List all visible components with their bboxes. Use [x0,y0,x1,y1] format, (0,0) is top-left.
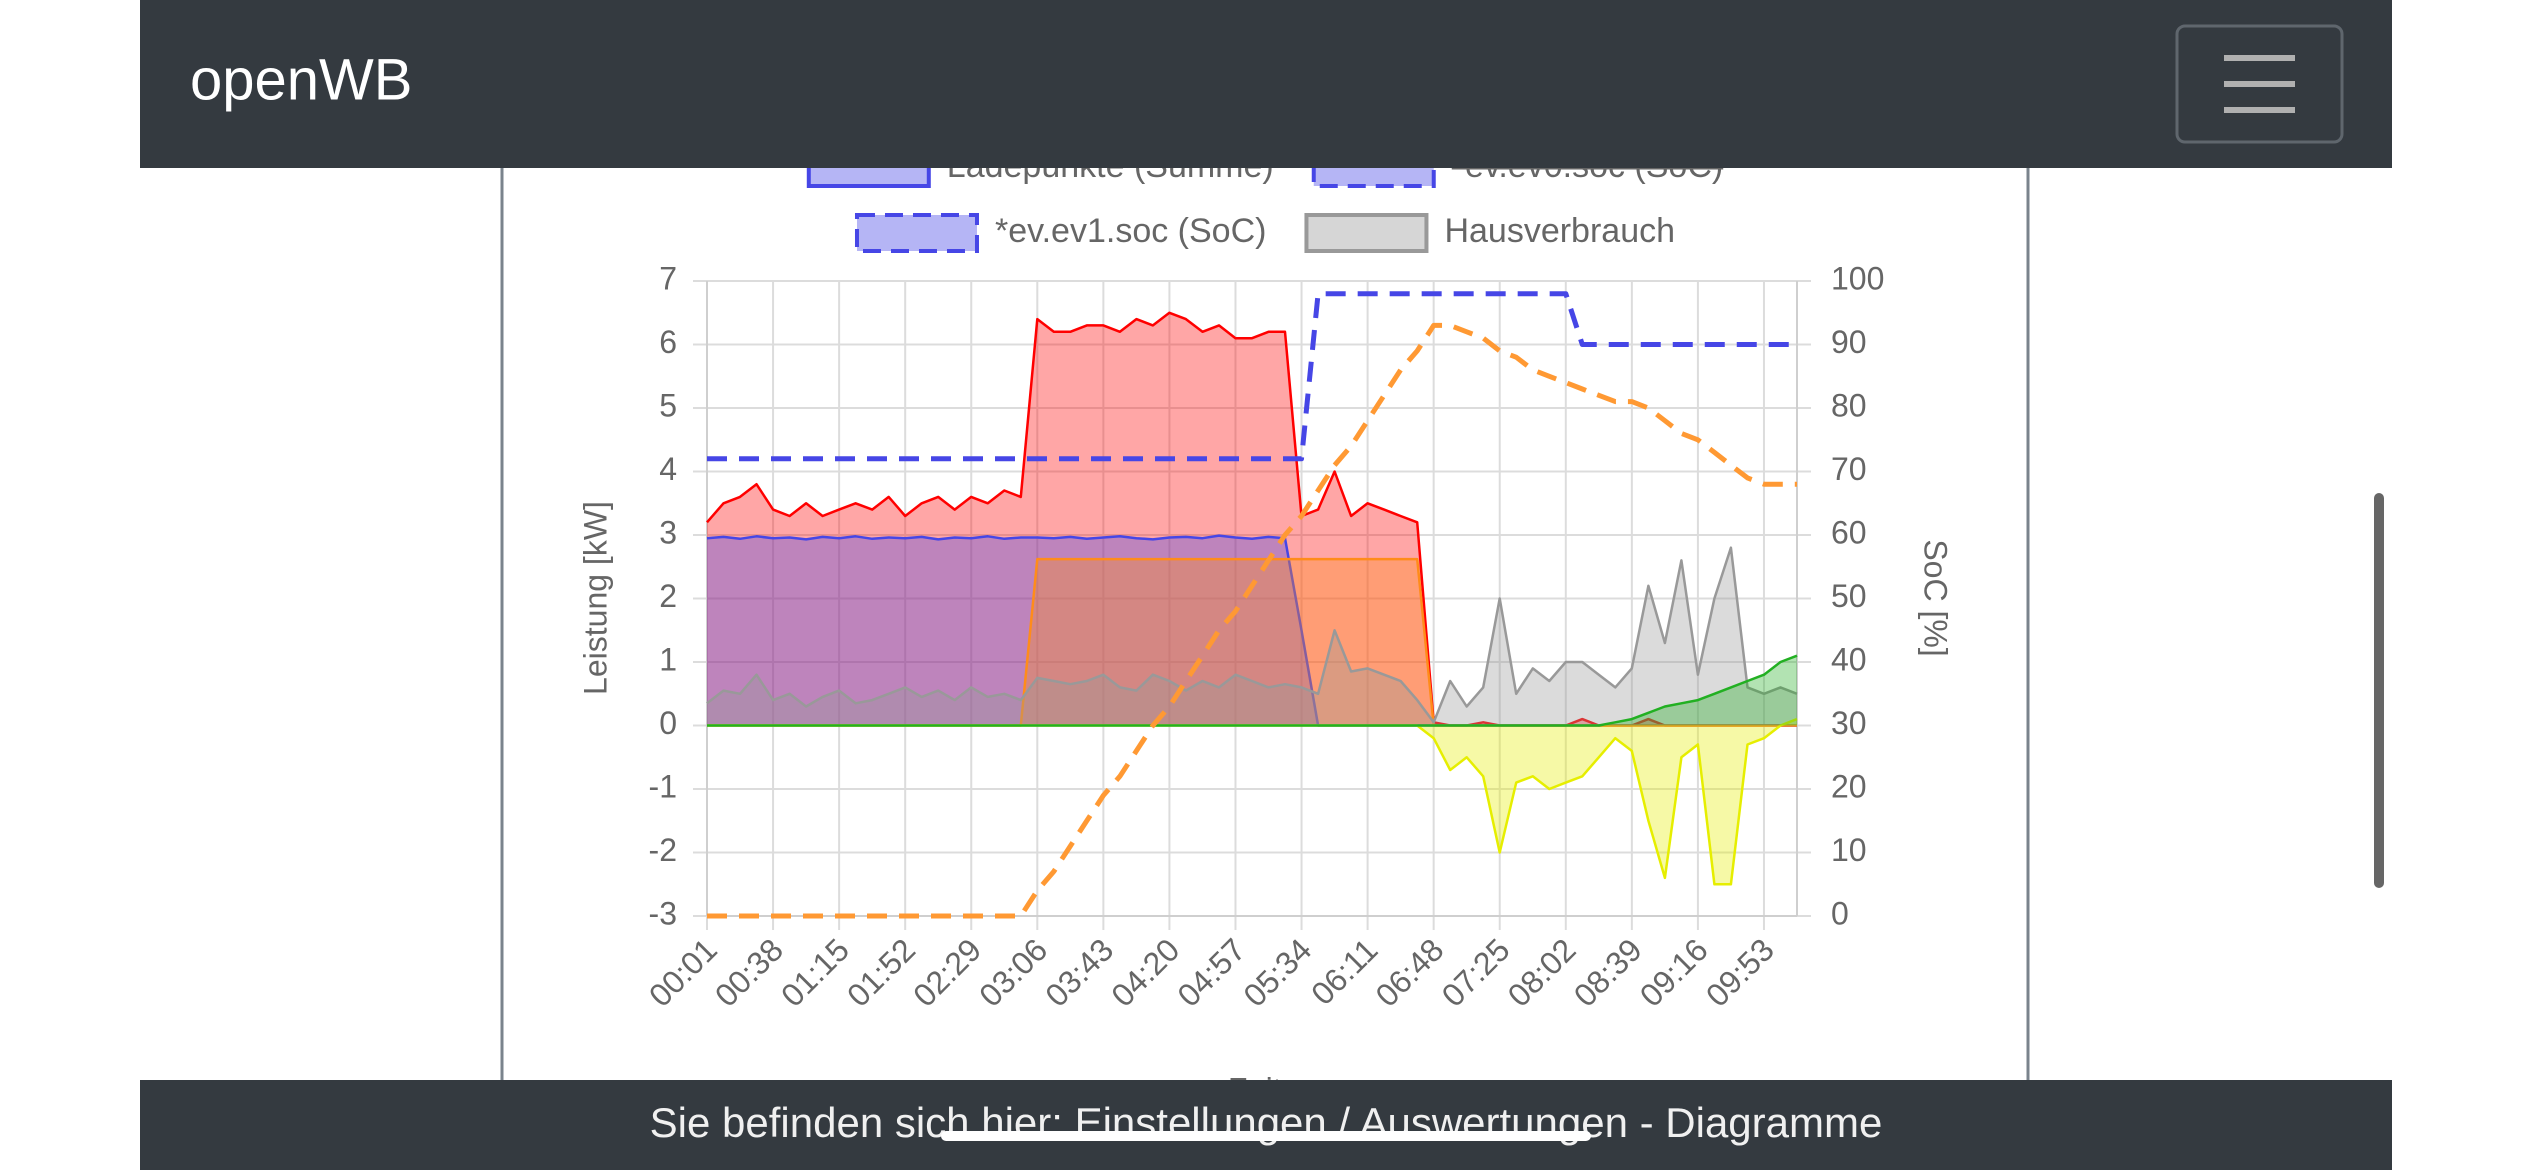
y2-tick-label: 80 [1831,387,1867,423]
navbar [140,0,2392,168]
y2-tick-label: 20 [1831,768,1867,804]
area [707,547,1797,726]
area [707,655,1797,726]
scrollbar [2374,493,2384,888]
y2-tick-label: 60 [1831,514,1867,550]
legend-swatch [854,213,979,253]
y2-tick-label: 90 [1831,324,1867,360]
y2-axis-title: SoC [%] [1918,539,1954,656]
legend-label: Hausverbrauch [1444,212,1675,250]
y-tick-label: 2 [659,578,677,614]
y-tick-label: 4 [659,451,677,487]
footer [140,1080,2392,1170]
legend-item[interactable]: Hausverbrauch [1304,212,1675,253]
y-tick-label: -1 [649,768,677,804]
series-line [707,291,1797,462]
y-tick-label: 7 [659,260,677,296]
y-tick-label: 6 [659,324,677,360]
area [707,312,1797,726]
y-tick-label: -3 [649,895,677,931]
y2-tick-label: 10 [1831,832,1867,868]
legend-swatch [1304,213,1429,253]
menu-button[interactable] [2175,24,2344,144]
area [707,719,1797,885]
area [707,559,1797,726]
y-tick-label: 3 [659,514,677,550]
y-tick-label: 0 [659,705,677,741]
y-tick-label: -2 [649,832,677,868]
y2-tick-label: 70 [1831,451,1867,487]
brand[interactable]: openWB [190,47,412,112]
y-tick-label: 5 [659,387,677,423]
menu-button-border[interactable] [2175,24,2344,144]
y2-tick-label: 100 [1831,260,1884,296]
y2-tick-label: 40 [1831,641,1867,677]
area [707,535,1797,726]
series-line [706,546,1798,724]
y-tick-label: 1 [659,641,677,677]
y-axis-title: Leistung [kW] [577,501,613,695]
y2-tick-label: 50 [1831,578,1867,614]
home-indicator [941,1131,1591,1141]
y2-tick-label: 30 [1831,705,1867,741]
series-line [707,654,1798,727]
legend-item[interactable]: *ev.ev1.soc (SoC) [854,212,1266,253]
y2-tick-label: 0 [1831,895,1849,931]
series-line [707,322,1797,919]
legend-label: *ev.ev1.soc (SoC) [995,212,1266,250]
